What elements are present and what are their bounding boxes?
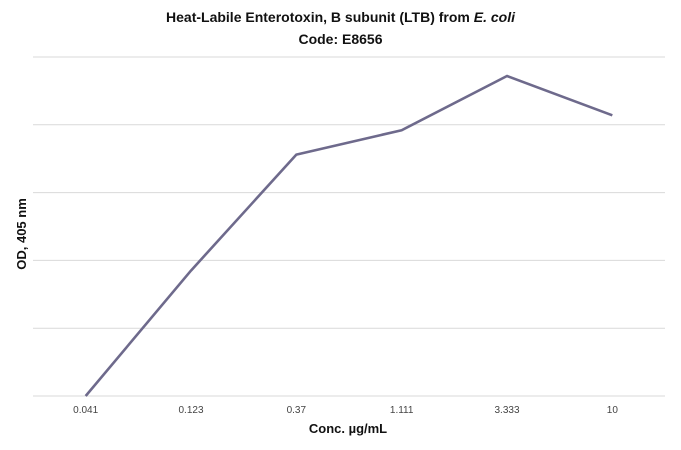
chart-title-text: Heat-Labile Enterotoxin, B subunit (LTB)… [166,9,474,25]
series [84,74,613,397]
series-line [84,74,613,397]
chart-title-italic: E. coli [473,9,515,25]
x-tick-label: 1.111 [390,405,414,416]
x-axis-label: Conc. µg/mL [309,421,387,436]
x-tick-label: 0.123 [178,405,203,416]
y-axis-label: OD, 405 nm [14,198,29,270]
x-tick-label: 0.041 [73,405,98,416]
chart-title: Heat-Labile Enterotoxin, B subunit (LTB)… [0,9,681,25]
chart-subtitle: Code: E8656 [298,31,383,47]
x-tick-labels: 0.041 0.123 0.37 1.111 3.333 10 [73,405,618,416]
x-tick-label: 3.333 [494,405,519,416]
x-tick-label: 10 [607,405,619,416]
x-tick-label: 0.37 [287,405,307,416]
gridlines [33,56,665,397]
